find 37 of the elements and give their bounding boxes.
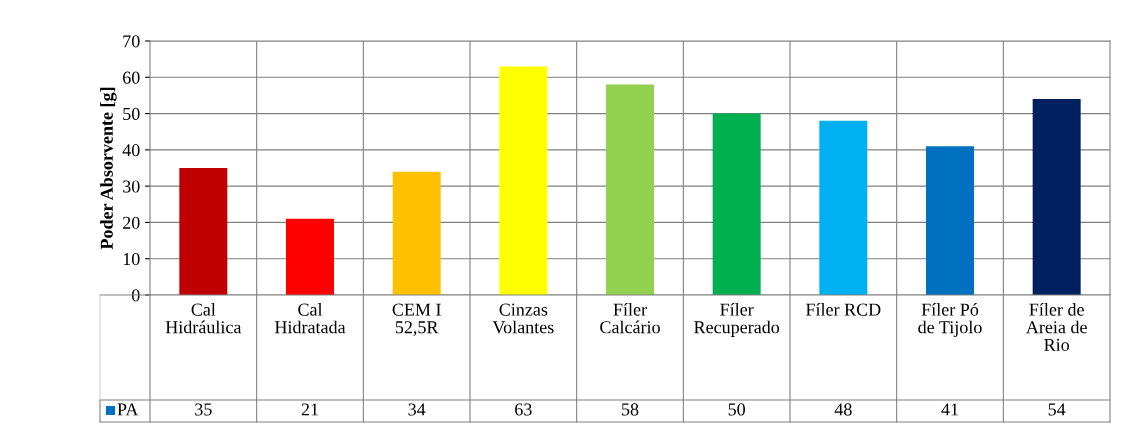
legend-label: PA [117,403,139,416]
y-tick-label: 20 [123,216,140,229]
y-tick-label: 10 [123,252,140,266]
data-label: 50 [728,403,746,416]
data-label: 54 [1048,403,1066,416]
bar [1032,99,1081,295]
y-axis-title: Poder Absorvente [g] [100,87,117,250]
x-tick-label: Cal Hidráulica [165,303,242,334]
x-tick-label: Fíler Recuperado [694,302,780,337]
bar [499,66,548,295]
bar [392,171,441,295]
y-tick-label: 50 [123,107,140,121]
data-label: 58 [622,403,639,416]
x-tick-label: Fíler RCD [805,302,881,316]
x-tick-label: Cinzas Volantes [492,303,554,334]
y-tick-label: 30 [123,180,140,193]
bar [819,120,868,295]
data-label: 35 [195,403,212,416]
x-tick-label: CEM I 52,5R [392,303,441,336]
x-tick-label: Cal Hidratada [274,303,346,334]
data-label: 48 [834,403,852,416]
bar [926,146,974,295]
bar [712,113,761,295]
data-label: 41 [941,403,958,416]
y-tick-label: 0 [131,289,140,302]
data-label: 63 [515,403,532,416]
data-label: 34 [408,403,426,416]
x-tick-label: Fíler Pó de Tijolo [918,302,982,337]
bar [286,218,334,295]
bar [606,84,654,295]
y-tick-label: 70 [123,35,140,48]
bar [179,168,228,295]
data-label: 21 [301,403,318,416]
y-tick-label: 40 [122,144,140,157]
x-tick-label: Fíler Calcário [600,302,660,334]
y-tick-label: 60 [123,71,140,84]
x-tick-label: Fíler de Areia de Rio [1026,302,1087,351]
